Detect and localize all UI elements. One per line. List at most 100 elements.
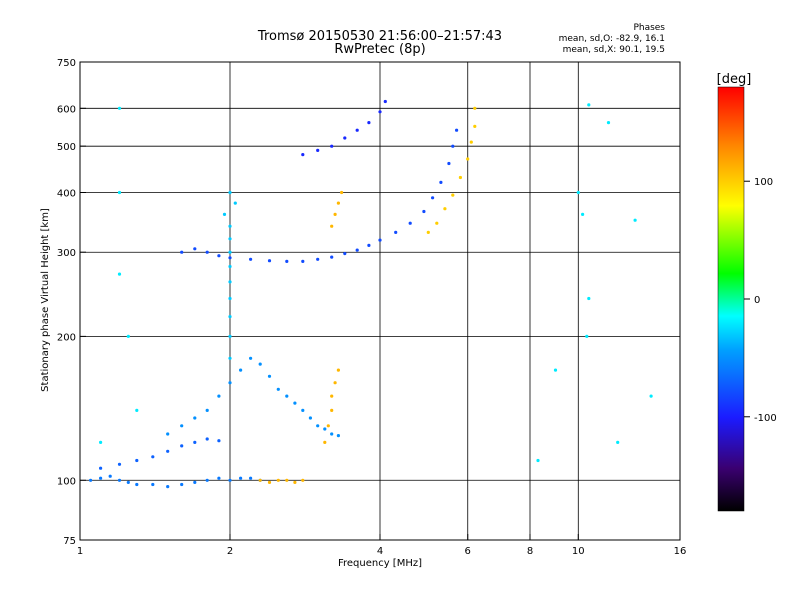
data-point [576, 190, 580, 195]
y-tick-label: 400 [57, 188, 76, 199]
data-point [536, 458, 540, 463]
x-tick-label: 10 [572, 546, 585, 557]
data-point [336, 201, 340, 205]
data-point [249, 257, 253, 261]
phases-heading: Phases [633, 23, 665, 33]
data-point [633, 218, 637, 222]
data-point [378, 110, 382, 114]
data-point [193, 416, 197, 420]
data-point [117, 272, 122, 276]
data-point [451, 193, 455, 197]
colorbar-tick-label: -100 [754, 413, 777, 424]
data-point [205, 478, 209, 482]
data-point [473, 106, 477, 110]
data-point [99, 440, 103, 444]
data-point [316, 148, 320, 152]
data-point [228, 478, 232, 482]
chart-subtitle: RwPretec (8p) [334, 42, 425, 57]
data-point [89, 478, 93, 482]
data-point [166, 485, 170, 489]
data-point [447, 161, 451, 166]
data-point [301, 153, 305, 157]
data-point [180, 444, 184, 448]
data-point [330, 432, 334, 436]
data-point [616, 440, 620, 444]
data-point [367, 243, 371, 247]
data-point [316, 257, 320, 261]
data-point [330, 144, 334, 148]
colorbar-tick-label: 0 [754, 295, 760, 306]
data-point [117, 190, 122, 195]
data-point [606, 121, 611, 125]
data-point [408, 221, 412, 225]
x-axis-label: Frequency [MHz] [338, 558, 422, 569]
data-point [166, 449, 170, 453]
data-point [205, 250, 209, 254]
data-point [330, 255, 334, 259]
data-point [180, 250, 184, 254]
data-point [276, 387, 280, 391]
data-point [378, 238, 382, 242]
y-tick-label: 600 [57, 104, 76, 115]
data-point [431, 196, 435, 200]
phases-x-line: mean, sd,X: 90.1, 19.5 [563, 45, 665, 55]
data-point [451, 144, 455, 148]
data-point [166, 432, 170, 436]
data-point [228, 237, 232, 241]
data-point [394, 230, 398, 234]
data-point [239, 368, 243, 372]
data-point [99, 466, 103, 470]
gridlines [80, 62, 680, 540]
data-point [340, 190, 344, 195]
y-tick-label: 750 [57, 58, 76, 69]
y-tick-label: 500 [57, 142, 76, 153]
data-point [151, 482, 155, 487]
x-tick-label: 8 [527, 546, 533, 557]
data-point [323, 427, 327, 431]
y-tick-label: 200 [57, 332, 76, 343]
y-tick-label: 300 [57, 248, 76, 259]
data-point [249, 356, 253, 360]
data-point [117, 106, 122, 110]
data-point [293, 480, 297, 484]
data-point [126, 334, 130, 338]
data-point [587, 296, 591, 301]
data-point [217, 394, 221, 398]
data-point [439, 180, 443, 184]
data-point [469, 140, 473, 144]
chart-title: Tromsø 20150530 21:56:00–21:57:43 [257, 29, 502, 44]
phases-o-line: mean, sd,O: -82.9, 16.1 [559, 34, 665, 44]
data-point [336, 434, 340, 438]
data-point [193, 247, 197, 251]
data-point [383, 99, 387, 104]
data-point [333, 381, 337, 385]
data-point [435, 221, 439, 225]
axis-ticks: 1 2 4 6 8 10 16 75 100 200 300 400 500 600 750 [57, 58, 686, 557]
x-tick-label: 6 [465, 546, 471, 557]
data-point [285, 478, 289, 482]
data-point [228, 334, 232, 338]
data-point [217, 439, 221, 443]
x-tick-label: 16 [674, 546, 687, 557]
data-point [135, 482, 139, 487]
data-point [466, 157, 470, 161]
data-point [193, 480, 197, 484]
data-point [267, 480, 272, 484]
colorbar-ticks: 100 0 -100 [744, 177, 777, 424]
data-point [228, 356, 232, 360]
data-point [151, 455, 155, 459]
x-tick-label: 2 [227, 546, 233, 557]
data-point [258, 362, 262, 366]
data-point [326, 424, 330, 428]
data-point [228, 280, 232, 284]
data-point [301, 408, 305, 412]
data-point [285, 394, 289, 398]
data-point [126, 480, 130, 484]
data-point [108, 474, 112, 478]
data-point [323, 440, 327, 444]
data-point [301, 259, 305, 263]
data-point [285, 259, 289, 263]
data-point [228, 264, 232, 269]
data-point [355, 128, 359, 132]
